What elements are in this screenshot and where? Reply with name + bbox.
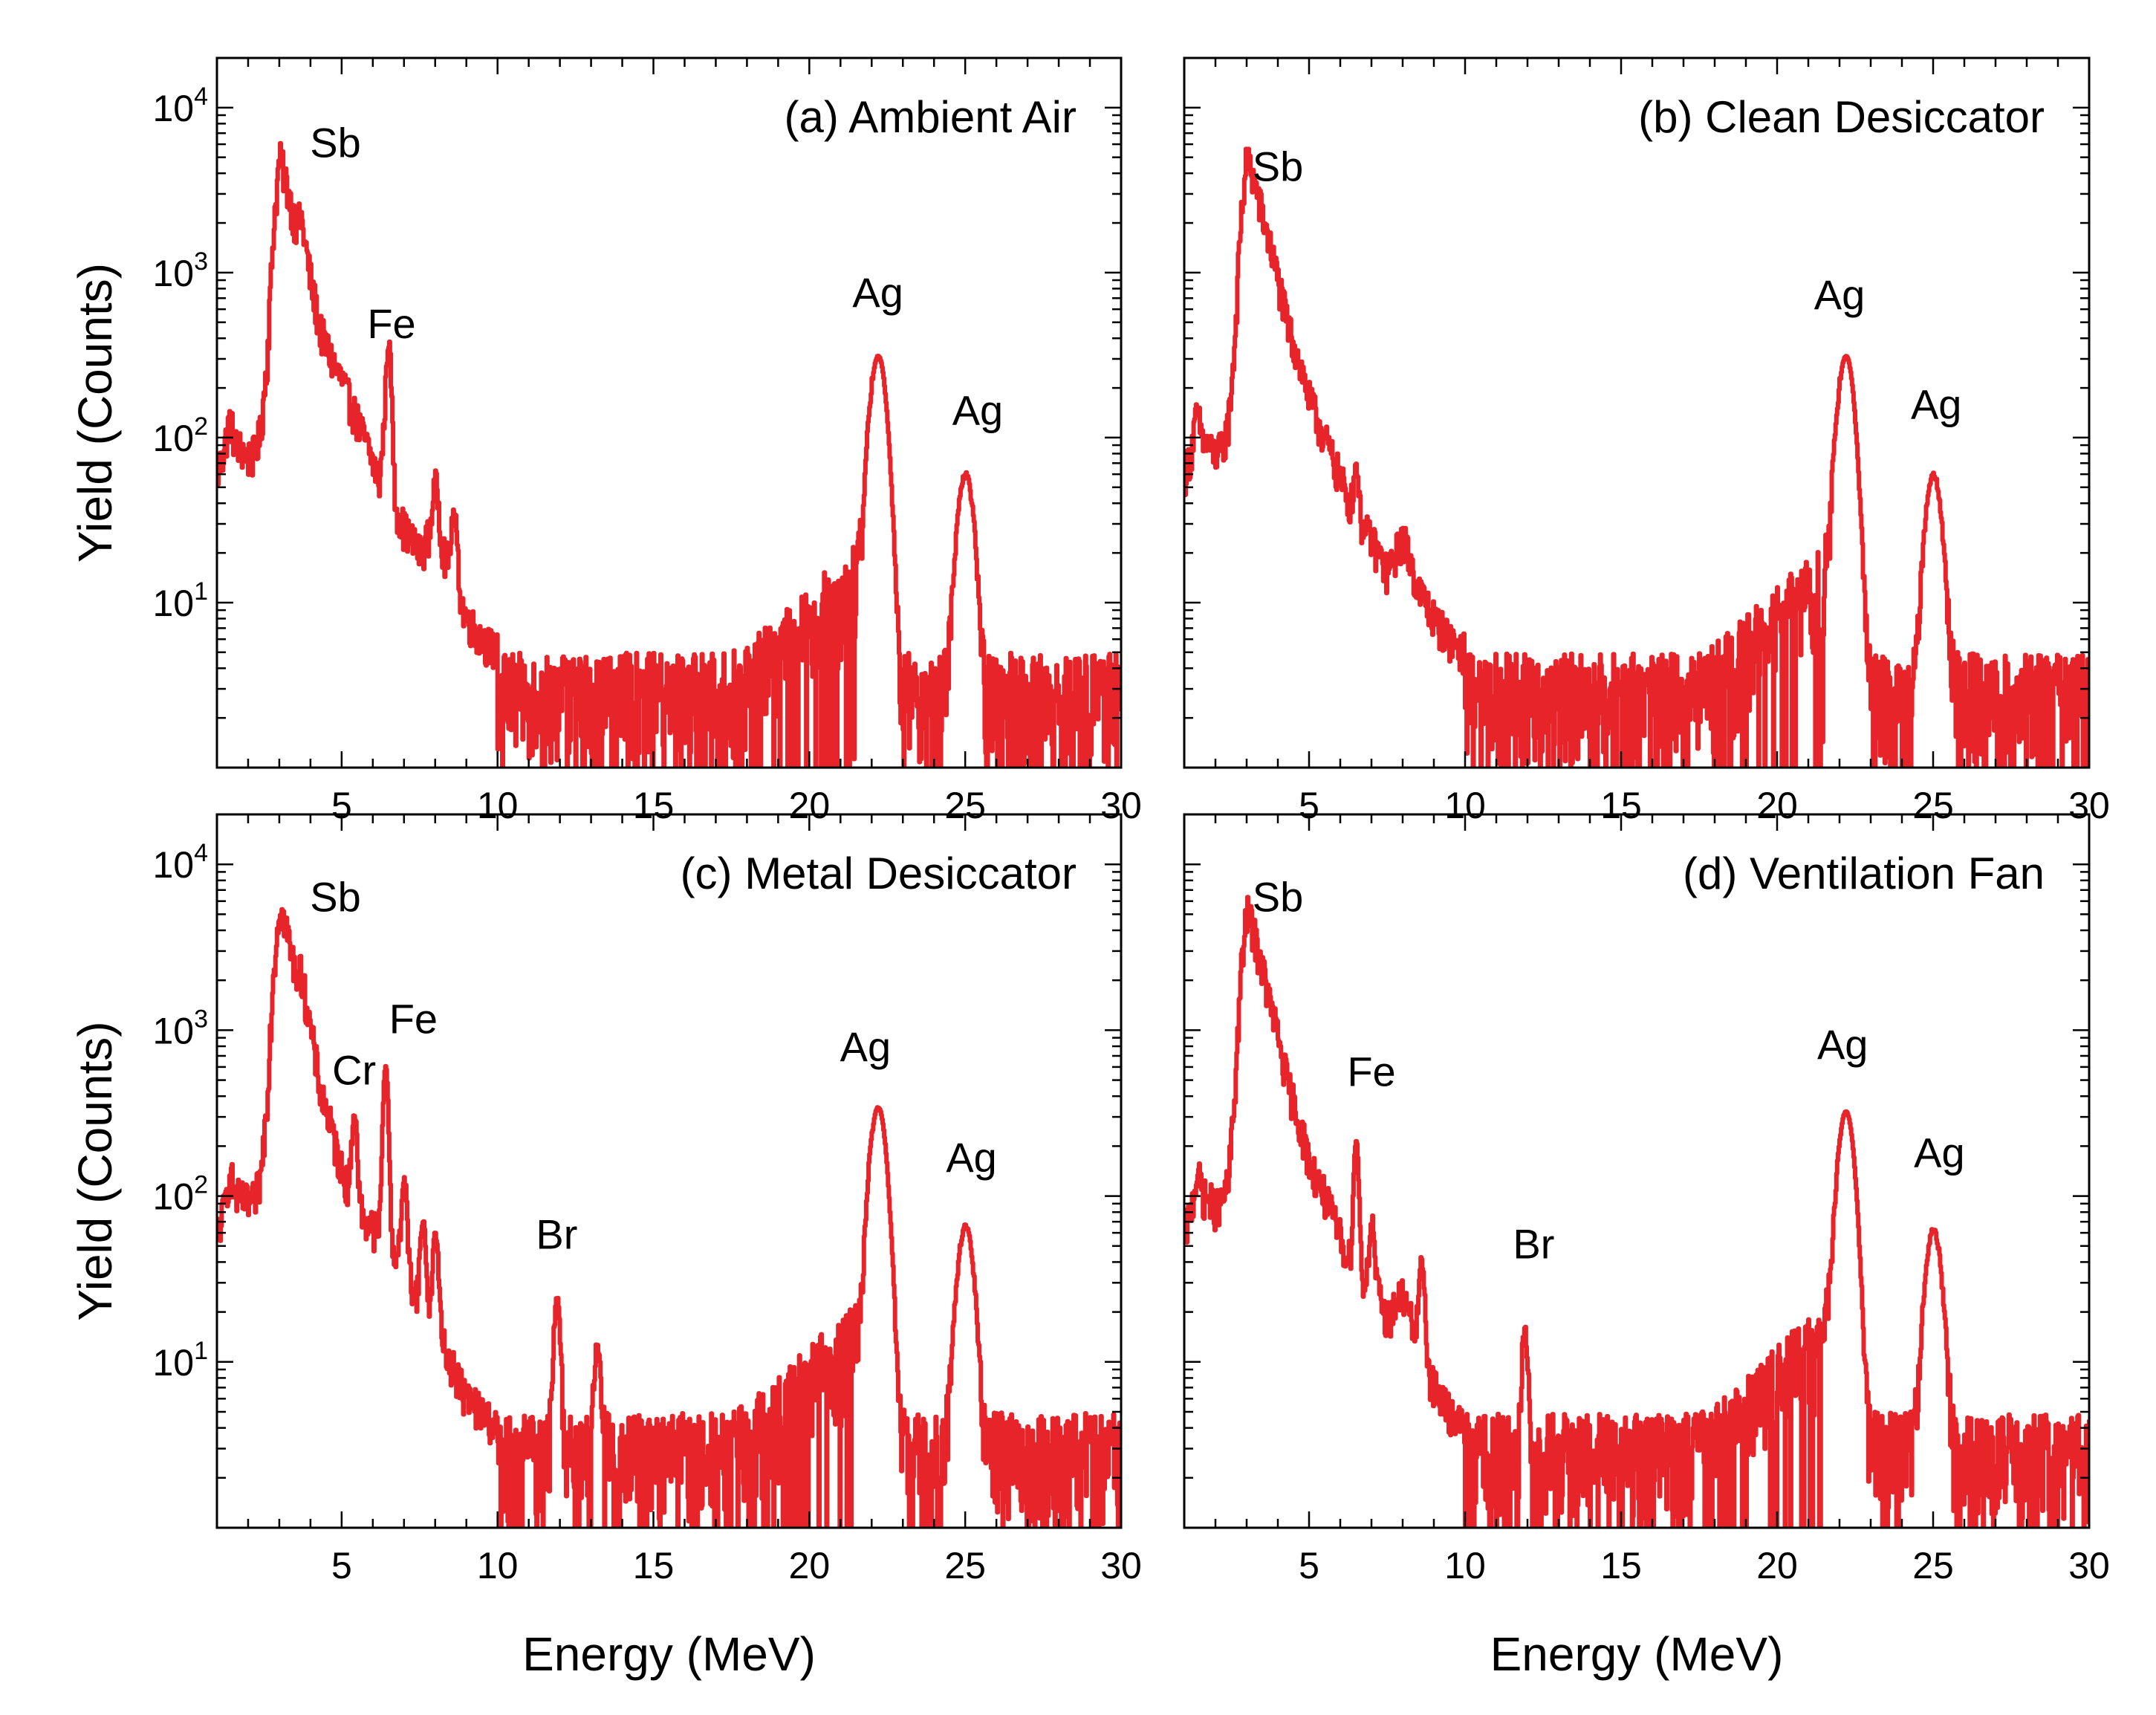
peak-label-br: Br xyxy=(536,1211,577,1258)
panel-c: 5 10 15 20 25 30 101 102 103 104 (c) Metal Desicca… xyxy=(68,813,1142,1586)
plot-frame-a xyxy=(215,56,1123,769)
x-tick-label-d: 15 xyxy=(1600,1545,1642,1586)
peak-label-ag: Ag xyxy=(840,1023,892,1070)
peak-label-ag: Ag xyxy=(1814,271,1866,318)
y-tick-label-c: 103 xyxy=(152,1005,208,1051)
y-tick-label-a: 102 xyxy=(152,412,208,459)
plot-frame-c xyxy=(215,813,1123,1529)
panel-title-a: (a) Ambient Air xyxy=(785,92,1077,142)
peak-label-ag: Ag xyxy=(952,386,1004,433)
x-tick-label-c: 30 xyxy=(1100,1545,1142,1586)
peak-label-ag: Ag xyxy=(852,269,903,316)
y-tick-label-a: 104 xyxy=(152,82,208,129)
spectrum-line-c xyxy=(217,907,1121,1528)
x-tick-label-d: 10 xyxy=(1444,1545,1486,1586)
x-tick-label-c: 25 xyxy=(944,1545,986,1586)
y-tick-label-a: 101 xyxy=(152,577,208,624)
panel-b: 5 10 15 20 25 30 (b) Clean Desiccator Sb Ag Ag Ene… xyxy=(1183,56,2110,1681)
peak-label-br: Br xyxy=(1513,1221,1554,1268)
peak-label-ag: Ag xyxy=(1817,1021,1868,1068)
peak-label-cr: Cr xyxy=(332,1047,376,1094)
panel-title-d: (d) Ventilation Fan xyxy=(1683,849,2045,898)
y-axis-label-c: Yield (Counts) xyxy=(68,1021,122,1320)
peak-label-ag: Ag xyxy=(946,1134,997,1181)
peak-label-ag: Ag xyxy=(1911,381,1962,428)
y-tick-label-c: 104 xyxy=(152,839,208,886)
x-tick-label-c: 5 xyxy=(331,1545,352,1586)
x-axis-label-b: Energy (MeV) xyxy=(1490,1627,1784,1681)
y-tick-label-c: 102 xyxy=(152,1171,208,1218)
peak-label-sb: Sb xyxy=(1253,874,1304,921)
panel-title-c: (c) Metal Desiccator xyxy=(681,849,1077,898)
panel-a: 5 10 15 20 25 30 101 102 103 104 (a) Ambient Air Sb… xyxy=(68,56,1142,1681)
peak-label-ag: Ag xyxy=(1914,1129,1965,1176)
peak-label-fe: Fe xyxy=(389,995,438,1042)
x-tick-label-d: 5 xyxy=(1299,1545,1319,1586)
panel-d: 5 10 15 20 25 30 (d) Ventilation Fan Sb Fe Br Ag Ag xyxy=(1183,813,2110,1586)
y-tick-label-a: 103 xyxy=(152,247,208,294)
x-axis-label-a: Energy (MeV) xyxy=(522,1627,816,1681)
plot-frame-d xyxy=(1183,813,2091,1529)
spectrum-line-a xyxy=(217,140,1121,768)
peak-label-fe: Fe xyxy=(1347,1048,1395,1095)
x-tick-label-d: 20 xyxy=(1756,1545,1798,1586)
spectrum-line-d xyxy=(1184,895,2089,1528)
x-tick-label-d: 30 xyxy=(2068,1545,2110,1586)
peak-label-fe: Fe xyxy=(367,300,415,347)
peak-label-sb: Sb xyxy=(1253,143,1304,189)
y-axis-label-a: Yield (Counts) xyxy=(68,263,122,563)
peak-label-sb: Sb xyxy=(310,874,361,921)
spectrum-line-b xyxy=(1184,146,2089,768)
x-tick-label-c: 15 xyxy=(633,1545,675,1586)
peak-label-sb: Sb xyxy=(310,120,361,166)
plot-frame-b xyxy=(1183,56,2091,769)
y-tick-label-c: 101 xyxy=(152,1337,208,1384)
x-tick-label-d: 25 xyxy=(1912,1545,1954,1586)
panel-title-b: (b) Clean Desiccator xyxy=(1638,92,2045,142)
x-tick-label-c: 20 xyxy=(789,1545,831,1586)
x-tick-label-c: 10 xyxy=(477,1545,519,1586)
